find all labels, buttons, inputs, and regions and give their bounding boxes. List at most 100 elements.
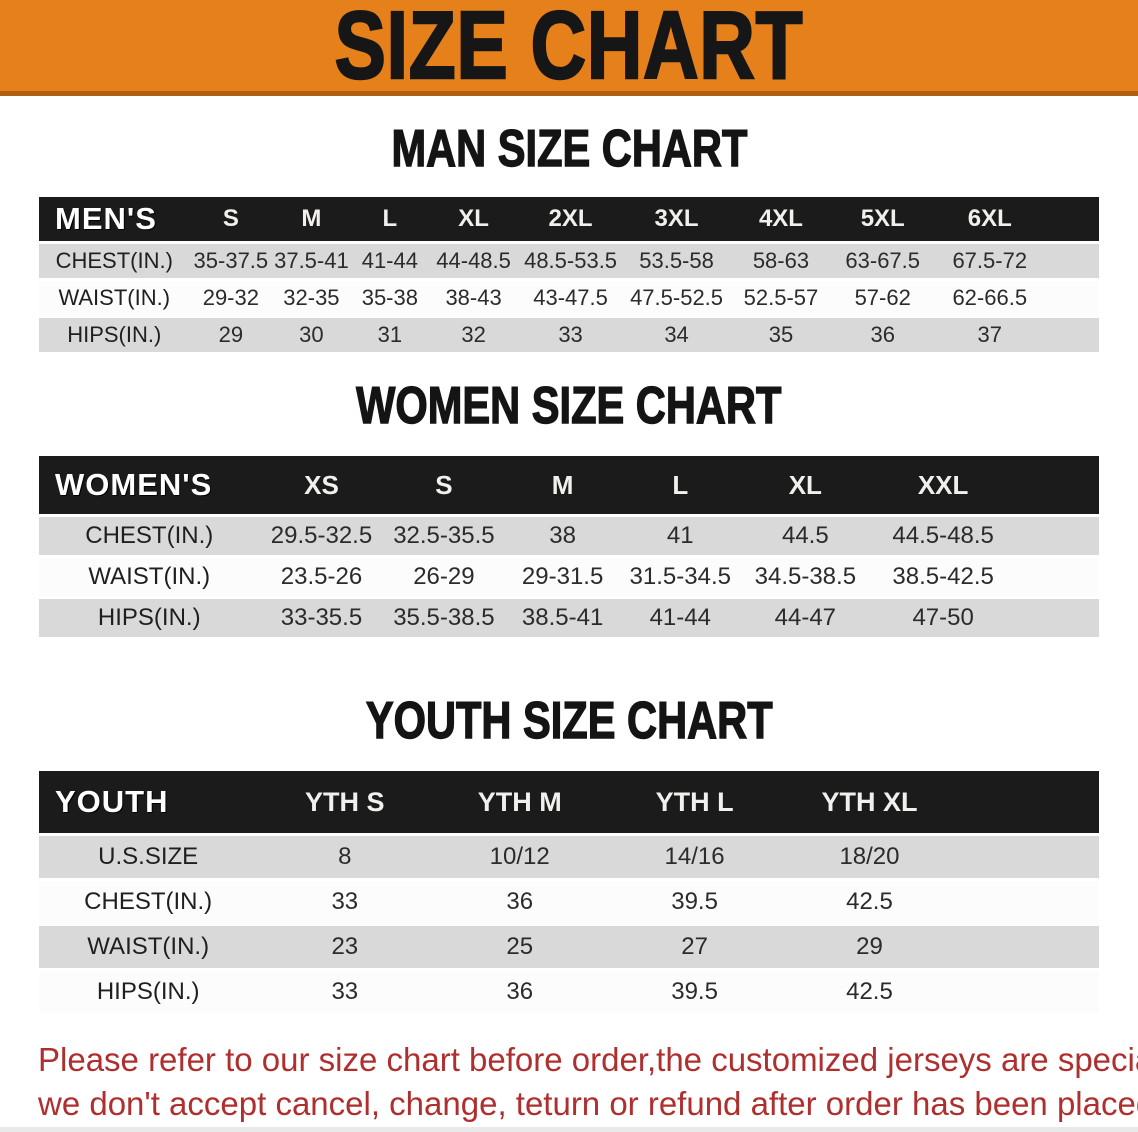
men-section-heading-text: MAN SIZE CHART — [390, 120, 747, 178]
size-cell: 29-32 — [202, 285, 259, 310]
size-cell: 30 — [299, 322, 324, 347]
size-cell: 63-67.5 — [845, 248, 921, 273]
women-table-title: WOMEN'S — [55, 467, 213, 502]
size-cell: 32.5-35.5 — [393, 522, 495, 549]
column-header: 3XL — [654, 205, 699, 232]
size-cell: 36 — [870, 322, 895, 347]
size-cell: 37 — [977, 322, 1002, 347]
column-header: YTH XL — [821, 786, 918, 817]
size-cell: 39.5 — [671, 978, 718, 1005]
row-label: WAIST(IN.) — [88, 563, 211, 590]
size-cell: 47-50 — [912, 604, 974, 631]
size-cell: 10/12 — [489, 843, 550, 870]
size-cell: 8 — [338, 843, 352, 870]
banner: SIZE CHART — [0, 0, 1138, 96]
size-cell: 48.5-53.5 — [524, 248, 618, 273]
size-cell: 47.5-52.5 — [630, 285, 724, 310]
column-header: M — [301, 205, 322, 232]
size-cell: 29 — [218, 322, 244, 347]
column-header: YTH S — [305, 786, 385, 817]
size-cell: 14/16 — [664, 843, 725, 870]
column-header: XS — [304, 469, 339, 500]
youth-size-table: YOUTH YTH S YTH M YTH L YTH XL U.S.SIZE … — [39, 768, 1099, 1016]
size-cell: 41 — [666, 522, 694, 549]
size-cell: 38.5-41 — [521, 604, 604, 631]
youth-header-row: YOUTH YTH S YTH M YTH L YTH XL — [39, 771, 1099, 833]
column-header: 5XL — [860, 205, 905, 232]
column-header: YTH M — [477, 786, 562, 817]
size-cell: 52.5-57 — [743, 285, 819, 310]
size-cell: 36 — [506, 978, 534, 1005]
size-cell: 38 — [549, 522, 576, 549]
spacer-cell — [1046, 281, 1099, 315]
row-label: WAIST(IN.) — [87, 933, 210, 960]
spacer-cell — [1015, 558, 1099, 596]
youth-waist-row: WAIST(IN.) 23 25 27 29 — [39, 926, 1099, 968]
spacer-cell — [1046, 197, 1099, 241]
column-header: 2XL — [548, 205, 593, 232]
spacer-cell — [957, 881, 1099, 923]
women-chest-row: CHEST(IN.) 29.5-32.5 32.5-35.5 38 41 44.… — [39, 517, 1099, 555]
row-label: CHEST(IN.) — [85, 522, 214, 549]
size-cell: 42.5 — [846, 978, 893, 1005]
column-header: 6XL — [967, 205, 1012, 232]
size-cell: 31 — [377, 322, 403, 347]
size-cell: 41-44 — [649, 604, 711, 631]
size-cell: 23.5-26 — [280, 563, 363, 590]
size-cell: 23 — [331, 933, 359, 960]
size-cell: 33 — [331, 978, 359, 1005]
size-cell: 43-47.5 — [533, 285, 608, 310]
column-header: 4XL — [758, 205, 803, 232]
column-header: YTH L — [655, 786, 734, 817]
spacer-cell — [1046, 318, 1099, 352]
row-label: HIPS(IN.) — [96, 978, 200, 1005]
spacer-cell — [1046, 244, 1099, 278]
page-title: SIZE CHART — [334, 0, 804, 96]
men-chest-row: CHEST(IN.) 35-37.5 37.5-41 41-44 44-48.5… — [39, 244, 1099, 278]
size-cell: 35-37.5 — [193, 248, 269, 273]
women-hips-row: HIPS(IN.) 33-35.5 35.5-38.5 38.5-41 41-4… — [39, 599, 1099, 637]
bottom-divider — [0, 1127, 1138, 1132]
spacer-cell — [957, 971, 1099, 1013]
size-cell: 18/20 — [839, 843, 900, 870]
women-size-table: WOMEN'S XS S M L XL XXL CHEST(IN.) 29.5-… — [39, 453, 1099, 640]
column-header: L — [672, 469, 689, 500]
size-cell: 67.5-72 — [952, 248, 1028, 273]
size-cell: 27 — [681, 933, 708, 960]
men-table-title: MEN'S — [55, 201, 157, 236]
spacer-cell — [957, 836, 1099, 878]
size-cell: 35-38 — [361, 285, 418, 310]
size-cell: 34 — [664, 322, 689, 347]
disclaimer-line-1: Please refer to our size chart before or… — [38, 1041, 1138, 1078]
size-cell: 42.5 — [846, 888, 893, 915]
column-header: XL — [788, 469, 822, 500]
row-label: CHEST(IN.) — [55, 248, 173, 273]
size-cell: 39.5 — [671, 888, 718, 915]
column-header: L — [382, 205, 398, 232]
size-cell: 53.5-58 — [639, 248, 714, 273]
size-cell: 38.5-42.5 — [892, 563, 994, 590]
size-cell: 57-62 — [854, 285, 911, 310]
size-cell: 29-31.5 — [521, 563, 604, 590]
size-cell: 35.5-38.5 — [393, 604, 495, 631]
size-cell: 34.5-38.5 — [754, 563, 857, 590]
size-cell: 32 — [461, 322, 486, 347]
size-cell: 44-47 — [774, 604, 837, 631]
women-waist-row: WAIST(IN.) 23.5-26 26-29 29-31.5 31.5-34… — [39, 558, 1099, 596]
column-header: XL — [458, 205, 489, 232]
size-cell: 44.5 — [781, 522, 829, 549]
row-label: WAIST(IN.) — [58, 285, 171, 310]
spacer-cell — [1015, 599, 1099, 637]
column-header: S — [222, 205, 239, 232]
youth-hips-row: HIPS(IN.) 33 36 39.5 42.5 — [39, 971, 1099, 1013]
size-cell: 32-35 — [283, 285, 340, 310]
size-cell: 44.5-48.5 — [892, 522, 994, 549]
size-cell: 38-43 — [445, 285, 502, 310]
row-label: HIPS(IN.) — [67, 322, 162, 347]
size-cell: 41-44 — [361, 248, 418, 273]
size-cell: 58-63 — [752, 248, 810, 273]
column-header: XXL — [917, 469, 969, 500]
spacer-cell — [957, 771, 1099, 833]
size-cell: 37.5-41 — [274, 248, 349, 273]
